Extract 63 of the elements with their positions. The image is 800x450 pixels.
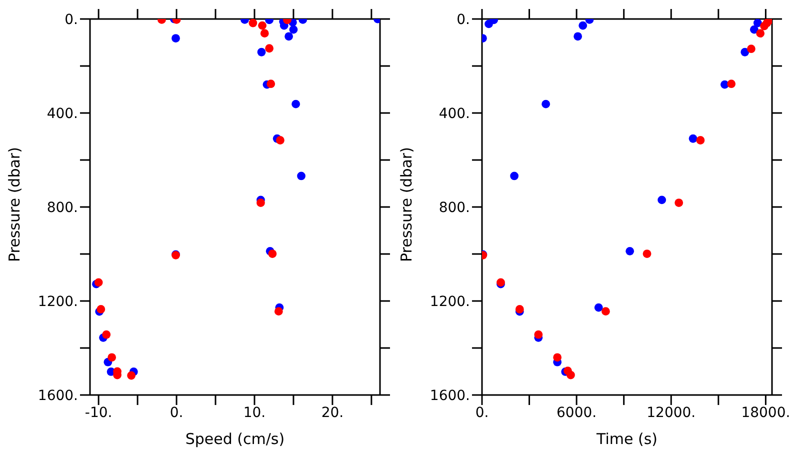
point: [276, 136, 284, 144]
point: [257, 48, 266, 56]
point: [746, 44, 756, 54]
x-tick-label: 0.: [475, 404, 489, 421]
point: [626, 246, 634, 256]
point: [688, 134, 698, 143]
point: [292, 100, 300, 108]
point: [756, 29, 765, 38]
point: [102, 330, 111, 339]
point: [753, 19, 762, 28]
point: [94, 278, 103, 287]
point: [297, 172, 306, 180]
x-tick-label: 20.: [321, 404, 344, 421]
y-axis-title: Pressure (dbar): [397, 147, 416, 262]
point: [172, 34, 180, 42]
point: [248, 19, 258, 28]
point: [289, 25, 298, 34]
point: [258, 21, 266, 30]
y-tick-label: 1600.: [430, 388, 470, 404]
point: [284, 32, 293, 41]
x-axis-title: Speed (cm/s): [185, 430, 285, 448]
y-axis-title: Pressure (dbar): [5, 147, 24, 262]
point: [265, 44, 274, 53]
y-tick-label: 800.: [438, 200, 470, 216]
y-tick-label: 1600.: [38, 388, 78, 404]
point: [96, 305, 106, 314]
y-tick-label: 1200.: [38, 294, 78, 310]
point: [553, 353, 562, 362]
y-tick-label: 400.: [438, 106, 470, 122]
x-tick-label: 18000.: [741, 404, 790, 421]
point: [566, 370, 575, 380]
point: [268, 250, 277, 258]
point: [256, 198, 265, 207]
y-tick-label: 400.: [46, 106, 78, 122]
point: [642, 250, 652, 258]
point: [127, 371, 136, 380]
point: [574, 32, 582, 41]
x-tick-label: 0.: [170, 404, 184, 421]
point: [696, 136, 705, 144]
point: [594, 303, 603, 312]
y-tick-label: 1200.: [430, 294, 470, 310]
point: [260, 29, 269, 38]
point: [658, 196, 666, 204]
point: [602, 307, 610, 316]
point: [542, 100, 550, 108]
x-tick-label: -10.: [84, 404, 112, 421]
x-tick-label: 12000.: [646, 404, 696, 421]
y-tick-label: 800.: [46, 200, 78, 216]
point: [515, 305, 524, 314]
x-tick-label: 10.: [243, 404, 266, 421]
point: [578, 21, 588, 30]
point: [510, 172, 519, 180]
y-tick-label: 0.: [64, 12, 78, 28]
point: [266, 80, 276, 88]
x-tick-label: 6000.: [556, 404, 597, 421]
point: [674, 198, 684, 207]
x-axis-title: Time (s): [596, 430, 658, 448]
point: [740, 48, 750, 56]
point: [108, 353, 116, 362]
point: [274, 307, 283, 316]
point: [534, 330, 543, 339]
y-tick-label: 0.: [456, 12, 470, 28]
point: [727, 80, 736, 88]
